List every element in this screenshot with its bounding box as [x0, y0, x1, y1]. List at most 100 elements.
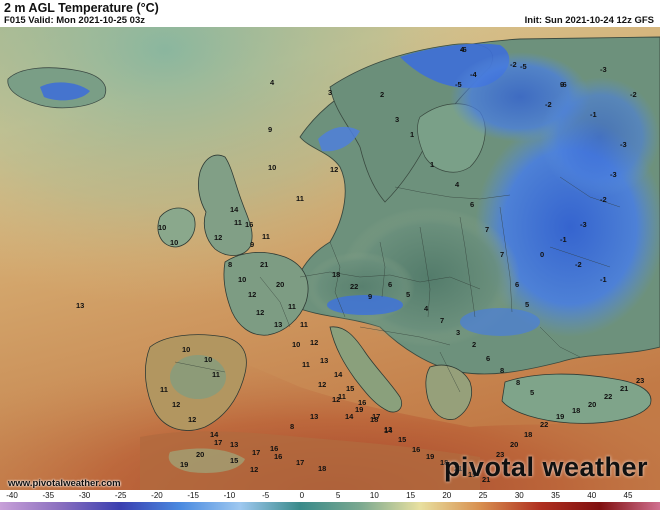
temperature-value-label: 3: [328, 88, 332, 97]
north-africa: [140, 431, 480, 490]
temperature-value-label: 14: [230, 205, 239, 214]
temperature-value-label: 9: [250, 240, 254, 249]
temperature-value-label: 5: [406, 290, 410, 299]
map-header: 2 m AGL Temperature (°C) F015 Valid: Mon…: [0, 0, 660, 27]
temperature-value-label: 16: [358, 398, 366, 407]
temperature-value-label: -2: [600, 195, 607, 204]
temperature-value-label: 17: [296, 458, 304, 467]
temperature-value-label: 23: [496, 450, 504, 459]
temperature-value-label: 17: [252, 448, 260, 457]
temperature-value-label: 16: [412, 445, 420, 454]
temperature-value-label: 9: [560, 80, 564, 89]
temperature-value-label: 8: [516, 378, 520, 387]
temperature-value-label: 22: [350, 282, 358, 291]
temperature-value-label: 4: [460, 45, 465, 54]
colorbar-tick-label: 25: [478, 491, 488, 500]
temperature-value-label: 18: [332, 270, 340, 279]
temperature-value-label: 13: [274, 320, 282, 329]
temperature-value-label: 12: [248, 290, 256, 299]
temperature-value-label: -2: [575, 260, 582, 269]
init-time: Init: Sun 2021-10-24 12z GFS: [524, 15, 654, 26]
colorbar-ramp: [0, 502, 660, 510]
colorbar-tick-label: 30: [514, 491, 524, 500]
temperature-value-label: 17: [214, 438, 222, 447]
temperature-value-label: 7: [440, 316, 444, 325]
temperature-value-label: 14: [334, 370, 343, 379]
temperature-value-label: 18: [370, 415, 378, 424]
temperature-value-label: 12: [172, 400, 180, 409]
colorbar-tick-label: -40: [6, 491, 18, 500]
temperature-value-label: 12: [318, 380, 326, 389]
temperature-value-label: 6: [470, 200, 474, 209]
temperature-value-label: 11: [338, 392, 346, 401]
temperature-value-label: 4: [270, 78, 275, 87]
temperature-value-label: 6: [515, 280, 519, 289]
temperature-labels: -6-6-5 -3-2-4-5-2-1-2-3-3-2-3-10-2-123114…: [76, 45, 644, 484]
temperature-value-label: 10: [158, 223, 166, 232]
temperature-value-label: 20: [510, 440, 518, 449]
temperature-value-label: 12: [214, 233, 222, 242]
iceland-cold-core: [40, 82, 90, 101]
colorbar-tick-label: -5: [262, 491, 270, 500]
temperature-value-label: 13: [230, 440, 238, 449]
temperature-value-label: -3: [580, 220, 587, 229]
temperature-value-label: 10: [292, 340, 300, 349]
temperature-value-label: 20: [588, 400, 596, 409]
temperature-value-label: 19: [180, 460, 188, 469]
temperature-value-label: 19: [355, 405, 363, 414]
italy: [329, 326, 403, 413]
colorbar-tick-label: 10: [369, 491, 379, 500]
ireland: [157, 207, 196, 248]
temperature-value-label: 19: [426, 452, 434, 461]
temperature-value-label: -3: [600, 65, 607, 74]
colorbar-tick-label: 40: [587, 491, 597, 500]
temperature-value-label: 9: [268, 125, 272, 134]
temperature-value-label: 8: [290, 422, 294, 431]
temperature-value-label: 14: [345, 412, 354, 421]
temperature-value-label: 13: [384, 425, 392, 434]
temperature-value-label: 1: [430, 160, 434, 169]
temperature-value-label: 5: [525, 300, 529, 309]
temperature-value-label: 8: [228, 260, 232, 269]
temperature-value-label: 11: [288, 302, 296, 311]
great-britain: [198, 154, 253, 256]
temperature-value-label: 11: [296, 194, 304, 203]
temperature-value-label: 21: [482, 475, 490, 484]
temperature-value-label: 16: [274, 452, 282, 461]
temperature-value-label: 7: [485, 225, 489, 234]
colorbar-tick-label: -10: [223, 491, 236, 500]
temperature-value-label: 16: [270, 444, 278, 453]
temperature-value-label: 6: [486, 354, 490, 363]
temperature-value-label: 14: [210, 430, 219, 439]
map-title: 2 m AGL Temperature (°C): [4, 1, 159, 15]
temperature-value-label: 20: [196, 450, 204, 459]
colorbar-tick-label: 0: [299, 491, 305, 500]
temperature-value-label: 1: [410, 130, 414, 139]
temperature-value-label: 11: [160, 385, 168, 394]
temperature-value-label: 21: [620, 384, 628, 393]
temperature-value-label: 21: [454, 464, 462, 473]
colorbar: -40 -35 -30 -25 -20 -15 -10 -5 0 5 10 15 20 25 30 35 40 4…: [0, 490, 660, 510]
temperature-value-label: 18: [440, 458, 448, 467]
colorbar-tick-label: -20: [151, 491, 163, 500]
pivotal-weather-logo: pivotal weather: [443, 452, 648, 482]
temperature-value-label: 20: [276, 280, 284, 289]
temperature-value-label: -2: [545, 100, 552, 109]
temperature-value-label: 10: [268, 163, 276, 172]
temperature-value-label: 15: [346, 384, 354, 393]
temperature-value-label: 21: [260, 260, 268, 269]
temperature-value-label: -1: [590, 110, 597, 119]
temperature-value-label: 11: [234, 218, 242, 227]
temperature-value-label: -4: [470, 70, 477, 79]
temperature-value-label: -5: [455, 80, 462, 89]
temperature-value-label: 12: [332, 395, 340, 404]
colorbar-tick-label: 35: [551, 491, 560, 500]
colorbar-tick-label: -30: [78, 491, 91, 500]
temperature-value-label: 2: [472, 340, 476, 349]
temperature-value-label: 9: [368, 292, 372, 301]
turkey: [501, 373, 652, 424]
temperature-value-label: -5: [520, 62, 527, 71]
temperature-value-label: 6: [388, 280, 392, 289]
colorbar-ticks: -40 -35 -30 -25 -20 -15 -10 -5 0 5 10 15 20 25 30 35 40 4…: [0, 490, 660, 501]
temperature-map[interactable]: -6 -6 -5 -3 -2 -4 -5 -2 -1 -2 -3 -3 -2 -3 -1 0 -2 -1 2 3 1 1 4…: [0, 27, 660, 490]
